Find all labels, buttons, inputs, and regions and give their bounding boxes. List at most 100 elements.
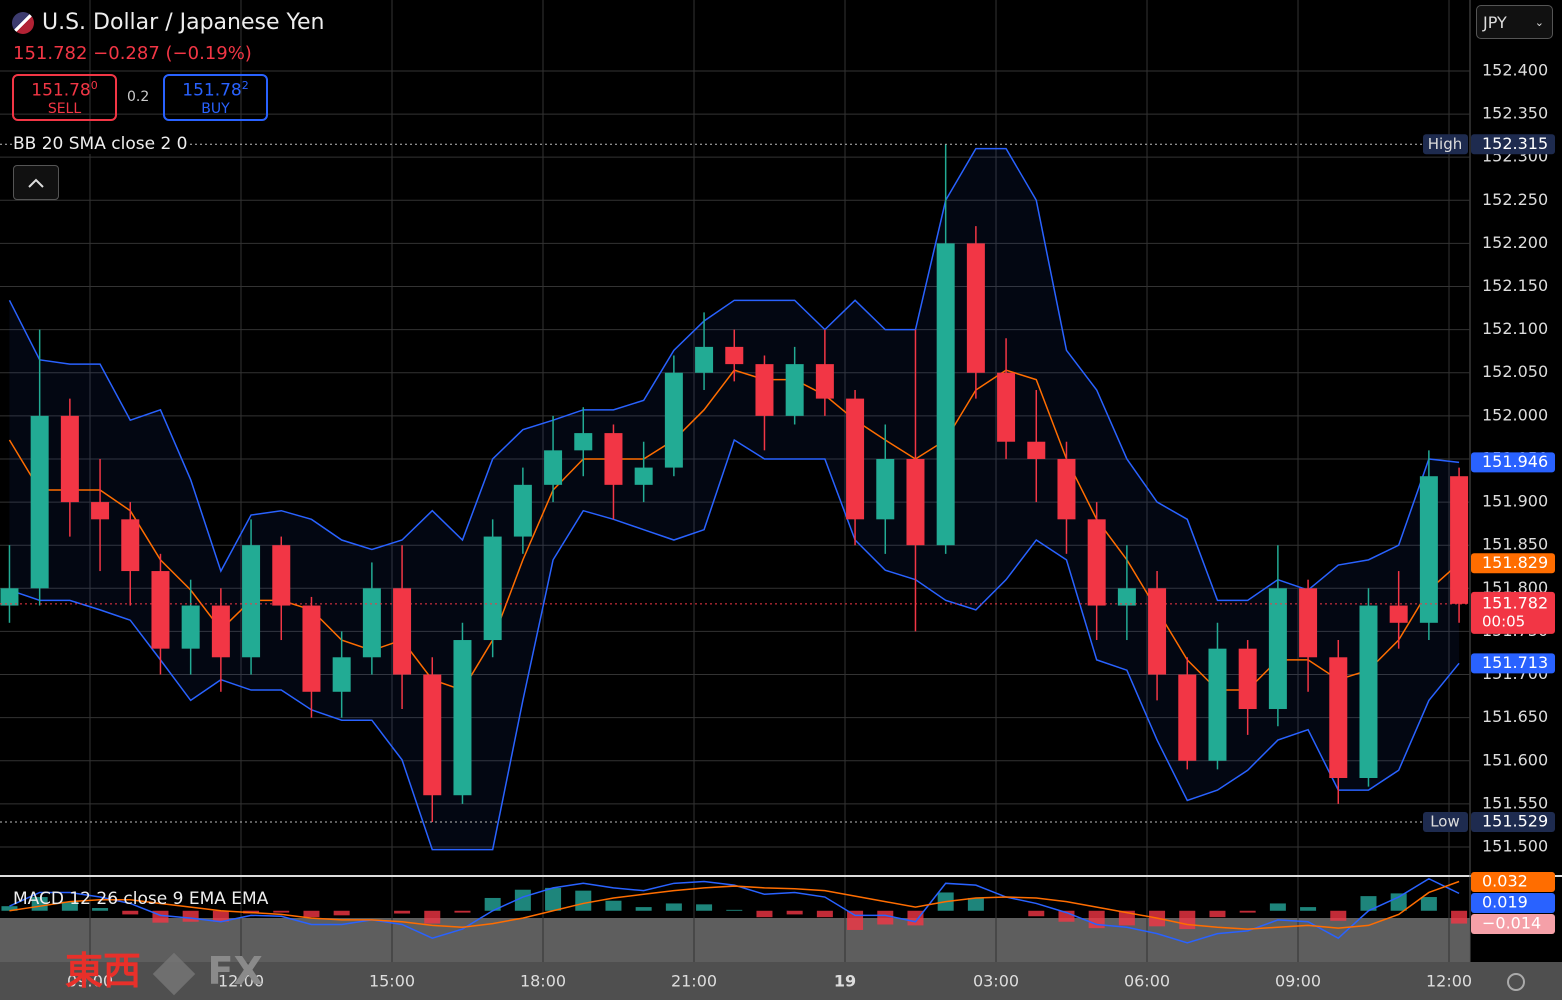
histogram-tag: −0.014 bbox=[1482, 914, 1541, 933]
histogram-bar bbox=[1420, 897, 1437, 911]
histogram-bar bbox=[786, 910, 803, 915]
low-tag-label: Low bbox=[1430, 812, 1460, 830]
candle-body bbox=[302, 605, 321, 692]
histogram-bar bbox=[1118, 910, 1135, 926]
x-tick-label: 06:00 bbox=[1124, 972, 1170, 991]
histogram-bar bbox=[182, 910, 199, 922]
candle-body bbox=[393, 588, 412, 675]
candle-body bbox=[1057, 458, 1076, 520]
sell-button[interactable]: 151.780 SELL bbox=[12, 74, 117, 121]
y-tick-label: 151.500 bbox=[1482, 836, 1548, 855]
x-tick-label: 12:00 bbox=[1426, 972, 1472, 991]
buy-label: BUY bbox=[201, 100, 230, 117]
histogram-bar bbox=[575, 890, 592, 911]
candle-body bbox=[242, 545, 261, 658]
y-tick-label: 152.400 bbox=[1482, 60, 1548, 79]
candle-body bbox=[513, 484, 532, 537]
watermark-logo bbox=[153, 952, 196, 995]
sell-price: 151.78 bbox=[31, 80, 91, 101]
macd-line bbox=[9, 877, 1460, 944]
histogram-bar bbox=[212, 910, 229, 922]
histogram-bar bbox=[877, 910, 894, 925]
collapse-button[interactable] bbox=[13, 165, 59, 200]
histogram-bar bbox=[756, 910, 773, 918]
histogram-bar bbox=[484, 897, 501, 911]
buy-price: 151.78 bbox=[182, 80, 242, 101]
change: −0.287 (−0.19%) bbox=[93, 43, 252, 64]
y-tick-label: 151.600 bbox=[1482, 750, 1548, 769]
currency-dropdown[interactable]: JPY ⌄ bbox=[1476, 5, 1553, 39]
y-tick-label: 152.000 bbox=[1482, 405, 1548, 424]
y-tick-label: 151.650 bbox=[1482, 707, 1548, 726]
x-tick-label: 18:00 bbox=[520, 972, 566, 991]
histogram-bar bbox=[454, 910, 471, 913]
candle-body bbox=[815, 364, 834, 399]
candle-body bbox=[151, 571, 170, 649]
chevron-icon bbox=[28, 178, 44, 188]
signal-tag: 0.032 bbox=[1482, 872, 1528, 891]
candle-body bbox=[966, 243, 985, 373]
symbol-title: U.S. Dollar / Japanese Yen bbox=[42, 10, 325, 35]
candle-body bbox=[423, 674, 442, 796]
histogram-bar bbox=[1058, 910, 1075, 922]
candle-body bbox=[121, 519, 140, 572]
candle-body bbox=[1087, 519, 1106, 606]
buy-button[interactable]: 151.782 BUY bbox=[163, 74, 268, 121]
flag-icon bbox=[12, 11, 34, 34]
band-fill bbox=[9, 148, 1460, 850]
histogram-bar bbox=[514, 889, 531, 911]
histogram-bar bbox=[1269, 903, 1286, 911]
candle-body bbox=[1268, 588, 1287, 710]
candle-body bbox=[1208, 648, 1227, 761]
x-tick-label: 09:00 bbox=[67, 972, 113, 991]
y-tick-label: 152.100 bbox=[1482, 319, 1548, 338]
candle-body bbox=[91, 502, 110, 520]
candle-body bbox=[785, 364, 804, 416]
candle-body bbox=[634, 467, 653, 485]
histogram-bar bbox=[152, 910, 169, 923]
bb-upper-tag-bg bbox=[1471, 452, 1555, 473]
histogram-bar bbox=[665, 903, 682, 911]
histogram-bar bbox=[122, 910, 139, 915]
histogram-bar bbox=[847, 910, 864, 930]
macd-tag-bg bbox=[1471, 893, 1555, 913]
y-tick-label: 151.900 bbox=[1482, 492, 1548, 511]
histogram-bar bbox=[394, 910, 411, 914]
histogram-tag-bg bbox=[1471, 914, 1555, 934]
candle-body bbox=[272, 545, 291, 606]
candle-body bbox=[181, 605, 200, 649]
x-tick-label: 19 bbox=[834, 972, 856, 991]
histogram-bar bbox=[1028, 910, 1045, 917]
x-tick-label: 21:00 bbox=[671, 972, 717, 991]
macd-tag: 0.019 bbox=[1482, 893, 1528, 912]
quote-line: 151.782 −0.287 (−0.19%) bbox=[13, 43, 252, 64]
candle-body bbox=[1117, 588, 1136, 606]
high-tag-label-bg bbox=[1423, 134, 1468, 155]
price-tag: 151.782 bbox=[1482, 593, 1548, 612]
candle-body bbox=[876, 458, 895, 520]
bb-legend: BB 20 SMA close 2 0 bbox=[13, 134, 188, 154]
candle-body bbox=[664, 372, 683, 468]
candle-body bbox=[695, 346, 714, 373]
candle-body bbox=[1389, 605, 1408, 623]
candle-body bbox=[1419, 476, 1438, 623]
candle-body bbox=[997, 372, 1016, 442]
settings-icon[interactable] bbox=[1507, 973, 1525, 991]
macd-legend: MACD 12 26 close 9 EMA EMA bbox=[13, 889, 269, 909]
bb-lower-tag-bg bbox=[1471, 653, 1555, 674]
histogram-bar bbox=[816, 910, 833, 918]
histogram-bar bbox=[1451, 910, 1468, 924]
histogram-bar bbox=[333, 910, 350, 916]
x-tick-label: 09:00 bbox=[1275, 972, 1321, 991]
candle-body bbox=[1329, 657, 1348, 778]
candle-body bbox=[30, 415, 49, 589]
candle-body bbox=[60, 415, 79, 503]
histogram-bar bbox=[1, 906, 18, 911]
histogram-bar bbox=[1330, 910, 1347, 921]
histogram-bar bbox=[273, 910, 290, 913]
currency: JPY bbox=[1483, 13, 1507, 32]
x-tick-label: 03:00 bbox=[973, 972, 1019, 991]
histogram-bar bbox=[61, 901, 78, 911]
